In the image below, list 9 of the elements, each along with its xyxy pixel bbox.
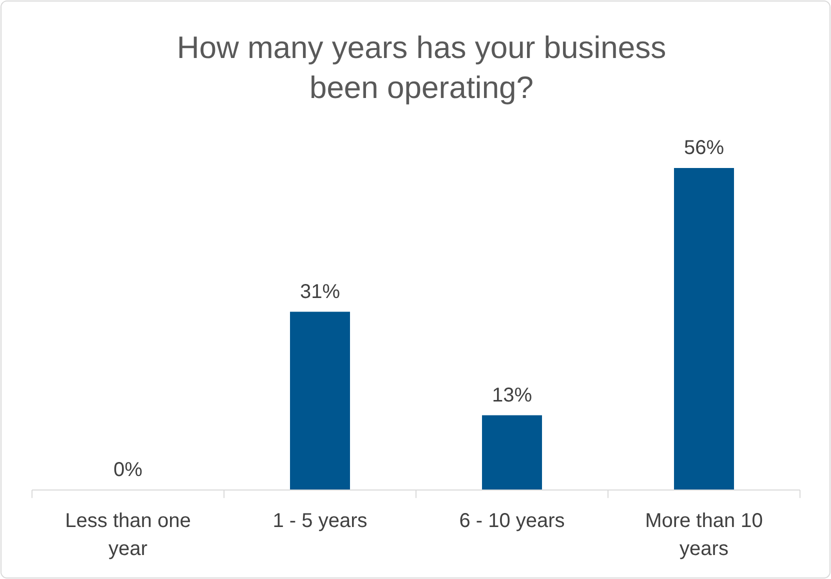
- data-label: 56%: [684, 137, 724, 159]
- data-label: 13%: [492, 384, 532, 406]
- chart-title: How many years has your business been operating?: [176, 30, 666, 105]
- data-label: 0%: [114, 459, 143, 481]
- data-label: 31%: [300, 280, 340, 303]
- x-tick-label: 6 - 10 years: [459, 510, 565, 532]
- x-tick-label: 1 - 5 years: [272, 510, 368, 532]
- x-tick-label: Less than one year: [65, 510, 191, 560]
- x-tick-label: More than 10 years: [645, 510, 763, 560]
